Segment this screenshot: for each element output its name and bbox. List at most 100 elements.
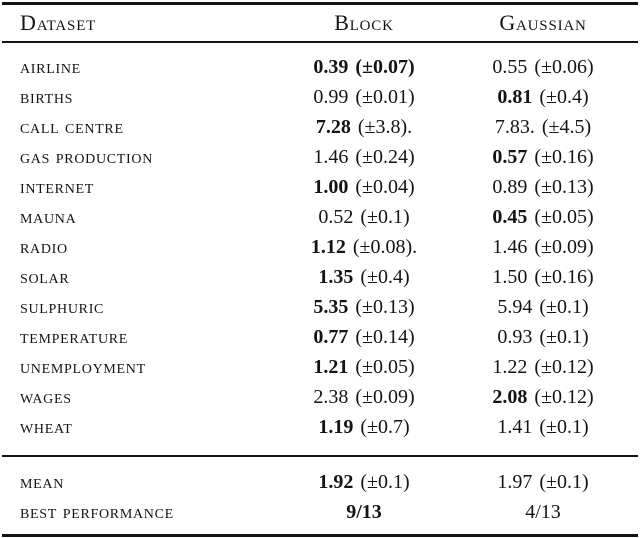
dataset-label: wages xyxy=(20,385,72,408)
table-row: unemployment 1.21 (±0.05) 1.22 (±0.12) xyxy=(2,352,638,382)
column-header-gaussian: Gaussian xyxy=(499,10,587,35)
score-value: 0.39 xyxy=(313,55,349,78)
block-score-cell: 0.39 (±0.07) xyxy=(280,42,448,82)
block-score-cell: 0.99 (±0.01) xyxy=(280,82,448,112)
table-row: airline 0.39 (±0.07) 0.55 (±0.06) xyxy=(2,42,638,82)
block-score-cell: 7.28 (±3.8). xyxy=(280,112,448,142)
column-header-block: Block xyxy=(334,10,394,35)
score-value: 1.00 xyxy=(313,175,349,198)
gaussian-score-cell: 0.55 (±0.06) xyxy=(448,42,638,82)
table-row: gas production 1.46 (±0.24) 0.57 (±0.16) xyxy=(2,142,638,172)
score-value: 1.19 xyxy=(318,415,354,438)
score-std: (±4.5) xyxy=(541,115,592,138)
block-score-cell: 1.12 (±0.08). xyxy=(280,232,448,262)
score-std: (±0.05) xyxy=(355,355,415,378)
block-score-cell: 1.92 (±0.1) xyxy=(280,456,448,497)
block-score-cell: 2.38 (±0.09) xyxy=(280,382,448,412)
score-std: (±0.08). xyxy=(352,235,418,258)
score-value: 1.41 xyxy=(497,415,533,438)
gaussian-score-cell: 2.08 (±0.12) xyxy=(448,382,638,412)
score-value: 1.50 xyxy=(492,265,528,288)
score-std: (±0.13) xyxy=(355,295,415,318)
table-row: wages 2.38 (±0.09) 2.08 (±0.12) xyxy=(2,382,638,412)
score-value: 7.28 xyxy=(315,115,351,138)
score-std: (±0.01) xyxy=(355,85,415,108)
score-value: 2.08 xyxy=(492,385,528,408)
dataset-label: births xyxy=(20,85,74,108)
dataset-label: mean xyxy=(20,470,65,493)
block-score-cell: 1.00 (±0.04) xyxy=(280,172,448,202)
table-row: best performance 9/13 4/13 xyxy=(2,497,638,536)
block-score-cell: 5.35 (±0.13) xyxy=(280,292,448,322)
score-std: (±0.12) xyxy=(534,355,594,378)
dataset-label: airline xyxy=(20,55,81,78)
score-value: 5.94 xyxy=(497,295,533,318)
score-value: 0.99 xyxy=(313,85,349,108)
table-row: sulphuric 5.35 (±0.13) 5.94 (±0.1) xyxy=(2,292,638,322)
dataset-label: sulphuric xyxy=(20,295,105,318)
score-value: 0.93 xyxy=(497,325,533,348)
gaussian-score-cell: 1.41 (±0.1) xyxy=(448,412,638,456)
score-value: 9/13 xyxy=(346,500,382,523)
table-row: internet 1.00 (±0.04) 0.89 (±0.13) xyxy=(2,172,638,202)
summary-rows: mean 1.92 (±0.1) 1.97 (±0.1) best performance… xyxy=(2,456,638,536)
score-std: (±0.4) xyxy=(539,85,589,108)
dataset-label: best performance xyxy=(20,500,174,523)
dataset-rows: airline 0.39 (±0.07) 0.55 (±0.06) births 0.99 (… xyxy=(2,42,638,456)
dataset-label: mauna xyxy=(20,205,77,228)
block-score-cell: 1.21 (±0.05) xyxy=(280,352,448,382)
gaussian-score-cell: 1.97 (±0.1) xyxy=(448,456,638,497)
table-row: wheat 1.19 (±0.7) 1.41 (±0.1) xyxy=(2,412,638,456)
block-score-cell: 9/13 xyxy=(280,497,448,536)
score-std: (±0.7) xyxy=(360,415,410,438)
dataset-label: wheat xyxy=(20,415,73,438)
score-value: 1.35 xyxy=(318,265,354,288)
score-std: (±0.1) xyxy=(539,325,589,348)
score-value: 7.83. xyxy=(494,115,535,138)
score-value: 0.52 xyxy=(318,205,354,228)
score-std: (±0.09) xyxy=(534,235,594,258)
score-std: (±0.12) xyxy=(534,385,594,408)
score-value: 0.57 xyxy=(492,145,528,168)
score-value: 5.35 xyxy=(313,295,349,318)
column-header-dataset: Dataset xyxy=(20,10,97,35)
gaussian-score-cell: 5.94 (±0.1) xyxy=(448,292,638,322)
score-value: 1.97 xyxy=(497,470,533,493)
score-std: (±0.1) xyxy=(539,295,589,318)
gaussian-score-cell: 1.46 (±0.09) xyxy=(448,232,638,262)
score-value: 0.81 xyxy=(497,85,533,108)
table-row: radio 1.12 (±0.08). 1.46 (±0.09) xyxy=(2,232,638,262)
gaussian-score-cell: 4/13 xyxy=(448,497,638,536)
gaussian-score-cell: 1.50 (±0.16) xyxy=(448,262,638,292)
table-row: mauna 0.52 (±0.1) 0.45 (±0.05) xyxy=(2,202,638,232)
score-value: 1.12 xyxy=(310,235,346,258)
gaussian-score-cell: 0.81 (±0.4) xyxy=(448,82,638,112)
score-value: 0.77 xyxy=(313,325,349,348)
score-std: (±0.16) xyxy=(534,145,594,168)
score-std: (±0.09) xyxy=(355,385,415,408)
gaussian-score-cell: 7.83. (±4.5) xyxy=(448,112,638,142)
block-score-cell: 1.35 (±0.4) xyxy=(280,262,448,292)
score-std: (±0.05) xyxy=(534,205,594,228)
score-std: (±0.24) xyxy=(355,145,415,168)
score-value: 1.22 xyxy=(492,355,528,378)
score-std: (±0.06) xyxy=(534,55,594,78)
score-std: (±3.8). xyxy=(357,115,413,138)
gaussian-score-cell: 0.45 (±0.05) xyxy=(448,202,638,232)
block-score-cell: 0.52 (±0.1) xyxy=(280,202,448,232)
score-value: 1.46 xyxy=(492,235,528,258)
gaussian-score-cell: 1.22 (±0.12) xyxy=(448,352,638,382)
dataset-label: radio xyxy=(20,235,68,258)
table-row: call centre 7.28 (±3.8). 7.83. (±4.5) xyxy=(2,112,638,142)
dataset-label: temperature xyxy=(20,325,129,348)
score-value: 0.89 xyxy=(492,175,528,198)
block-score-cell: 0.77 (±0.14) xyxy=(280,322,448,352)
score-value: 1.46 xyxy=(313,145,349,168)
score-std: (±0.1) xyxy=(360,205,410,228)
score-std: (±0.1) xyxy=(360,470,410,493)
block-score-cell: 1.46 (±0.24) xyxy=(280,142,448,172)
header-row: Dataset Block Gaussian xyxy=(2,4,638,42)
score-std: (±0.1) xyxy=(539,470,589,493)
dataset-label: solar xyxy=(20,265,70,288)
gaussian-score-cell: 0.93 (±0.1) xyxy=(448,322,638,352)
